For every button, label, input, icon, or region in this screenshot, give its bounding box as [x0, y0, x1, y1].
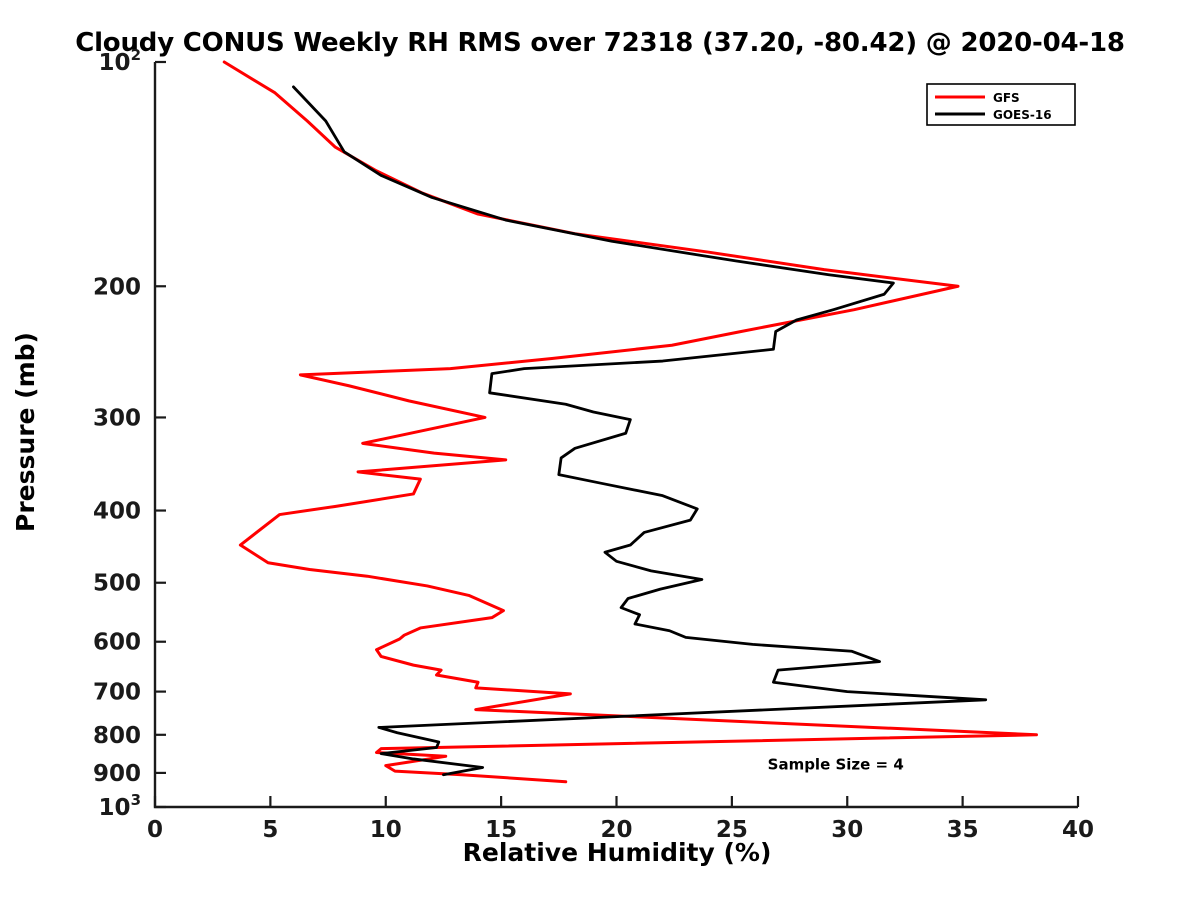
y-tick-label: 800 [93, 723, 141, 749]
x-tick-label: 5 [262, 817, 278, 843]
x-tick-label: 20 [600, 817, 632, 843]
series-line-gfs [222, 60, 1038, 784]
y-axis-label: Pressure (mb) [11, 332, 40, 532]
x-tick-label: 30 [831, 817, 863, 843]
sample-size-annotation: Sample Size = 4 [768, 755, 904, 773]
x-tick-label: 15 [485, 817, 517, 843]
x-tick-label: 35 [947, 817, 979, 843]
series-line-goes-16 [292, 85, 988, 777]
legend-label-goes-16: GOES-16 [993, 108, 1052, 122]
chart-annotations: Sample Size = 4 [768, 755, 904, 773]
data-series [222, 60, 1038, 784]
y-axis-ticks: 102 200 300 400 500 600 700 800 900 103 [93, 46, 166, 821]
page-title: Cloudy CONUS Weekly RH RMS over 72318 (3… [75, 28, 1125, 58]
y-tick-label: 700 [93, 680, 141, 706]
legend-box [926, 83, 1076, 126]
y-tick-label: 200 [93, 274, 141, 300]
x-tick-label: 0 [147, 817, 163, 843]
y-tick-label: 102 [99, 46, 141, 76]
y-tick-label: 103 [99, 791, 141, 821]
y-tick-label: 600 [93, 630, 141, 656]
y-tick-label: 900 [93, 761, 141, 787]
x-tick-label: 40 [1062, 817, 1094, 843]
legend-label-gfs: GFS [993, 91, 1020, 105]
x-tick-label: 10 [370, 817, 402, 843]
y-tick-label: 500 [93, 571, 141, 597]
x-axis-label: Relative Humidity (%) [463, 838, 772, 867]
axis-spines [153, 62, 1078, 809]
x-tick-label: 25 [716, 817, 748, 843]
y-tick-label: 300 [93, 405, 141, 431]
chart-legend[interactable]: GFS GOES-16 [926, 83, 1076, 126]
y-tick-label: 400 [93, 499, 141, 525]
x-axis-ticks: 0 5 10 15 20 25 30 35 40 [147, 796, 1094, 843]
